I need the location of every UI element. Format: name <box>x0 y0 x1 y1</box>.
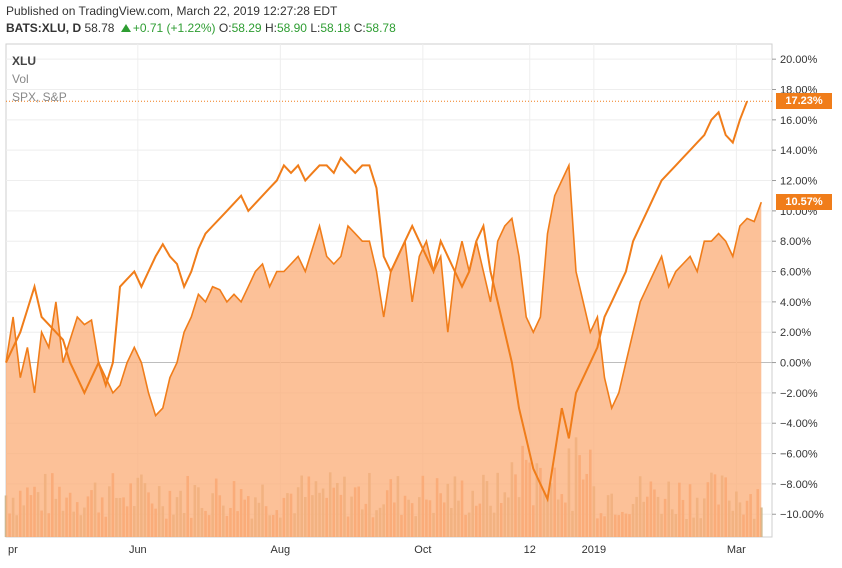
xlu-line <box>5 162 763 418</box>
low-label: L: <box>310 21 321 35</box>
x-tick-label: Jun <box>129 544 147 556</box>
last-price: 58.78 <box>84 21 115 35</box>
legend-spx[interactable]: SPX, S&P <box>12 90 67 104</box>
x-tick-label: Mar <box>727 544 746 556</box>
x-tick-label: pr <box>8 544 18 556</box>
spx-last-value-tag: 17.23% <box>776 93 832 110</box>
x-tick-label: 12 <box>524 544 536 556</box>
y-tick-label: −6.00% <box>780 449 818 461</box>
spx-line <box>5 100 749 503</box>
legend-xlu[interactable]: XLU <box>12 54 36 68</box>
y-tick-label: 8.00% <box>780 236 811 248</box>
y-tick-label: −10.00% <box>780 509 824 521</box>
high-label: H: <box>264 21 277 35</box>
y-tick-label: 20.00% <box>780 54 818 66</box>
y-tick-label: 12.00% <box>780 176 818 188</box>
high-value: 58.90 <box>276 21 307 35</box>
low-value: 58.18 <box>320 21 351 35</box>
y-tick-label: 0.00% <box>780 358 811 370</box>
volume-bar <box>760 507 763 537</box>
x-tick-label: Oct <box>414 544 431 556</box>
published-caption: Published on TradingView.com, March 22, … <box>6 4 338 18</box>
close-value: 58.78 <box>365 21 396 35</box>
symbol-info-bar: BATS:XLU, D 58.78 +0.71 (+1.22%) O:58.29… <box>6 21 396 35</box>
close-label: C: <box>353 21 366 35</box>
up-arrow-icon <box>120 24 131 32</box>
y-tick-label: 14.00% <box>780 145 818 157</box>
x-tick-label: 2019 <box>582 544 606 556</box>
y-tick-label: −8.00% <box>780 479 818 491</box>
open-label: O: <box>218 21 232 35</box>
open-value: 58.29 <box>231 21 262 35</box>
xlu-last-value-tag: 10.57% <box>776 194 832 211</box>
y-tick-label: −4.00% <box>780 418 818 430</box>
y-tick-label: 2.00% <box>780 327 811 339</box>
y-tick-label: −2.00% <box>780 388 818 400</box>
x-tick-label: Aug <box>271 544 291 556</box>
legend-vol[interactable]: Vol <box>12 72 29 86</box>
symbol-label: BATS:XLU, D <box>6 21 82 35</box>
xlu-area <box>6 165 762 537</box>
y-tick-label: 4.00% <box>780 297 811 309</box>
y-tick-label: 16.00% <box>780 115 818 127</box>
series-legend: XLU Vol SPX, S&P <box>12 52 67 106</box>
price-change: +0.71 (+1.22%) <box>132 21 216 35</box>
y-tick-label: 6.00% <box>780 267 811 279</box>
